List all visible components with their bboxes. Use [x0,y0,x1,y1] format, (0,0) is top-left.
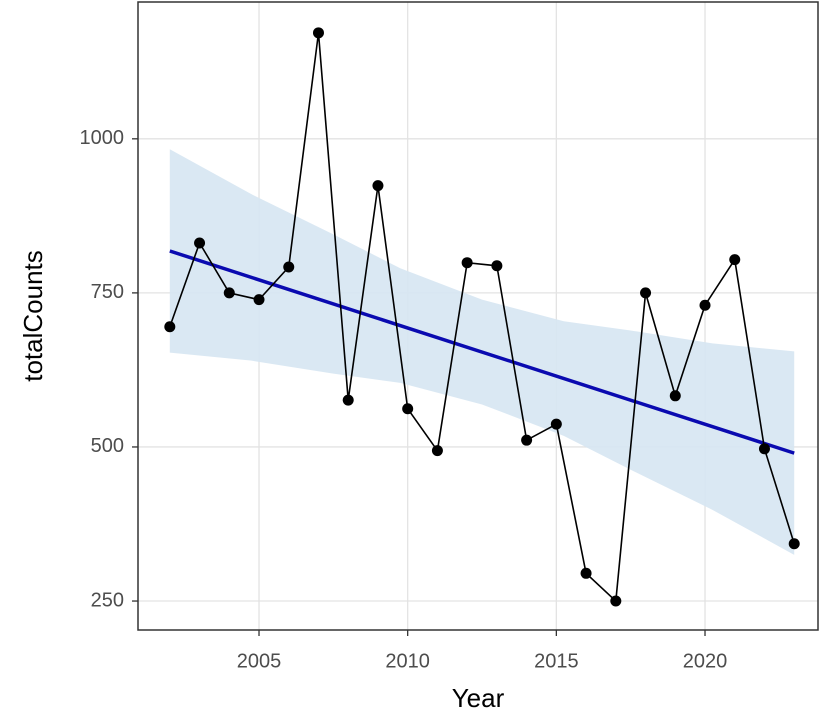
panel-border [137,1,819,631]
data-point [372,180,384,192]
data-point [164,321,176,333]
data-point [610,595,622,607]
y-tick-label: 500 [91,435,124,457]
x-tick-label: 2015 [534,650,579,672]
data-point [402,403,414,415]
data-point [699,299,711,311]
data-point [758,443,770,455]
y-tick-label: 250 [91,589,124,611]
plot-area: 250 500 750 1000 2005 2010 2015 2020 [80,1,819,672]
data-point [640,287,652,299]
data-point [312,27,324,39]
data-point [342,394,354,406]
y-axis-title: totalCounts [18,250,48,382]
data-point [669,390,681,402]
data-point [788,538,800,550]
x-tick-label: 2010 [385,650,430,672]
data-point [283,261,295,273]
y-tick-label: 1000 [80,127,125,149]
x-axis-title: Year [452,683,505,713]
trend-line [169,249,795,455]
data-point [491,260,503,272]
x-tick-label: 2005 [237,650,282,672]
y-tick-label: 750 [91,281,124,303]
data-point [550,418,562,430]
data-point [461,257,473,269]
data-point [729,254,741,266]
x-tick-label: 2020 [683,650,728,672]
data-point [194,237,206,249]
data-point [580,567,592,579]
data-line [169,32,795,603]
data-point [431,445,443,457]
data-point [253,294,265,306]
data-point [521,434,533,446]
data-point [223,287,235,299]
